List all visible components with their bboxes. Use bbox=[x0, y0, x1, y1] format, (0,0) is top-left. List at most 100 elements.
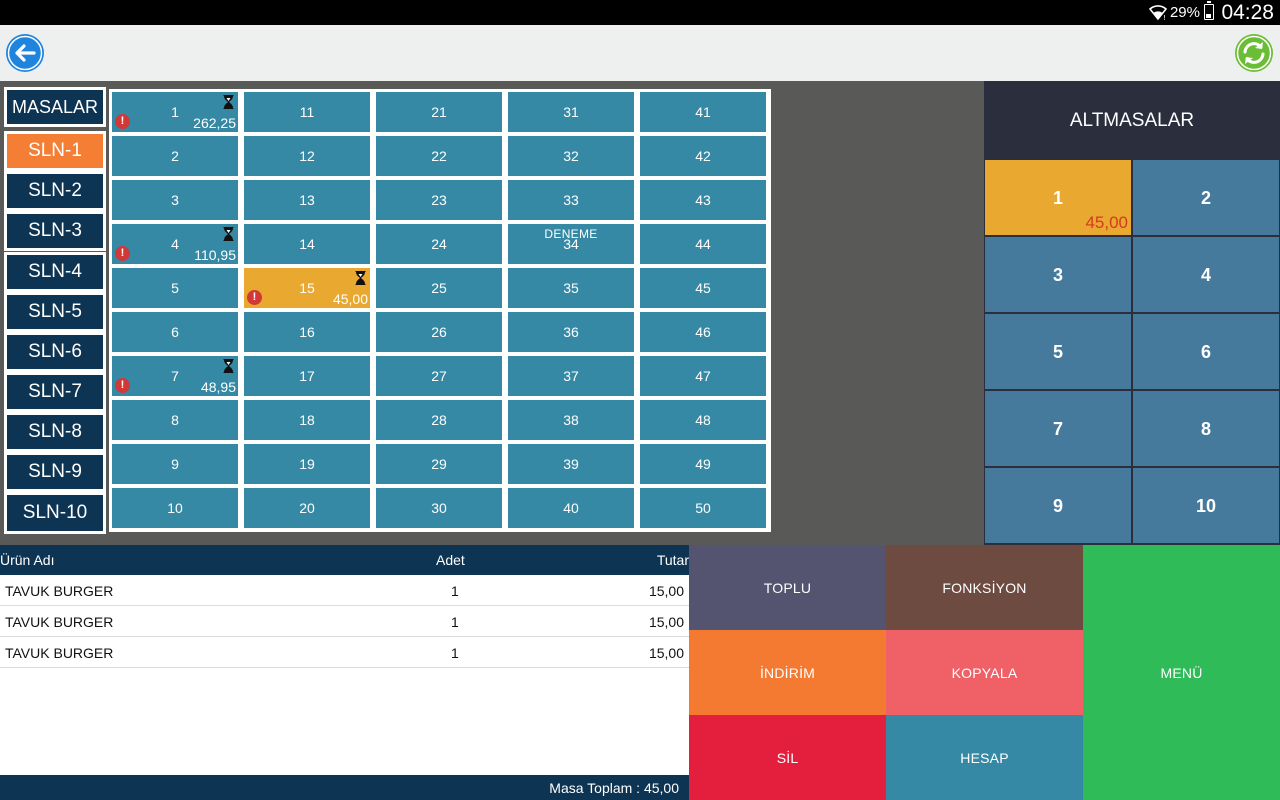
table-30-button[interactable]: 30 bbox=[376, 488, 502, 528]
table-13-button[interactable]: 13 bbox=[244, 180, 370, 220]
table-12-button[interactable]: 12 bbox=[244, 136, 370, 176]
hourglass-icon bbox=[223, 95, 234, 109]
table-number: 20 bbox=[299, 500, 315, 516]
table-47-button[interactable]: 47 bbox=[640, 356, 766, 396]
table-grid: 1! 262,25 2 3 4! 110,95 5 6 7! 48,95 8 9 10 11 12 13 14 1… bbox=[109, 89, 771, 532]
table-number: 17 bbox=[299, 368, 315, 384]
section-sln-1-button[interactable]: SLN-1 bbox=[4, 131, 106, 171]
table-4-button[interactable]: 4! 110,95 bbox=[112, 224, 238, 264]
fonksiyon-button[interactable]: FONKSİYON bbox=[886, 545, 1083, 630]
refresh-icon[interactable] bbox=[1234, 33, 1274, 73]
sil-button[interactable]: SİL bbox=[689, 715, 886, 800]
table-7-button[interactable]: 7! 48,95 bbox=[112, 356, 238, 396]
table-45-button[interactable]: 45 bbox=[640, 268, 766, 308]
sub-table-2-button[interactable]: 2 bbox=[1133, 160, 1279, 235]
table-22-button[interactable]: 22 bbox=[376, 136, 502, 176]
table-14-button[interactable]: 14 bbox=[244, 224, 370, 264]
sub-table-3-button[interactable]: 3 bbox=[985, 237, 1131, 312]
sub-table-10-button[interactable]: 10 bbox=[1133, 468, 1279, 543]
battery-icon bbox=[1204, 1, 1214, 20]
sub-table-5-button[interactable]: 5 bbox=[985, 314, 1131, 389]
toplu-button[interactable]: TOPLU bbox=[689, 545, 886, 630]
hourglass-icon bbox=[223, 227, 234, 241]
table-number: 28 bbox=[431, 412, 447, 428]
sub-table-8-button[interactable]: 8 bbox=[1133, 391, 1279, 466]
menu-button[interactable]: MENÜ bbox=[1083, 545, 1280, 800]
section-sln-8-button[interactable]: SLN-8 bbox=[4, 412, 106, 452]
table-23-button[interactable]: 23 bbox=[376, 180, 502, 220]
table-46-button[interactable]: 46 bbox=[640, 312, 766, 352]
sub-table-1-button[interactable]: 1 45,00 bbox=[985, 160, 1131, 235]
indirim-button[interactable]: İNDİRİM bbox=[689, 630, 886, 715]
table-20-button[interactable]: 20 bbox=[244, 488, 370, 528]
section-sln-9-button[interactable]: SLN-9 bbox=[4, 452, 106, 492]
order-row[interactable]: TAVUK BURGER 1 15,00 bbox=[0, 606, 689, 637]
table-36-button[interactable]: 36 bbox=[508, 312, 634, 352]
table-19-button[interactable]: 19 bbox=[244, 444, 370, 484]
sub-table-9-button[interactable]: 9 bbox=[985, 468, 1131, 543]
table-1-button[interactable]: 1! 262,25 bbox=[112, 92, 238, 132]
svg-text:!: ! bbox=[1163, 14, 1166, 21]
table-43-button[interactable]: 43 bbox=[640, 180, 766, 220]
kopyala-button[interactable]: KOPYALA bbox=[886, 630, 1083, 715]
table-26-button[interactable]: 26 bbox=[376, 312, 502, 352]
table-34-button[interactable]: 34 DENEME bbox=[508, 224, 634, 264]
table-11-button[interactable]: 11 bbox=[244, 92, 370, 132]
table-48-button[interactable]: 48 bbox=[640, 400, 766, 440]
table-15-button[interactable]: 15! 45,00 bbox=[244, 268, 370, 308]
section-sln-6-button[interactable]: SLN-6 bbox=[4, 332, 106, 372]
table-49-button[interactable]: 49 bbox=[640, 444, 766, 484]
table-38-button[interactable]: 38 bbox=[508, 400, 634, 440]
table-35-button[interactable]: 35 bbox=[508, 268, 634, 308]
table-9-button[interactable]: 9 bbox=[112, 444, 238, 484]
table-37-button[interactable]: 37 bbox=[508, 356, 634, 396]
sub-table-6-button[interactable]: 6 bbox=[1133, 314, 1279, 389]
hesap-button[interactable]: HESAP bbox=[886, 715, 1083, 800]
back-arrow-icon[interactable] bbox=[5, 33, 45, 73]
table-32-button[interactable]: 32 bbox=[508, 136, 634, 176]
table-16-button[interactable]: 16 bbox=[244, 312, 370, 352]
alert-icon: ! bbox=[247, 290, 262, 305]
table-number: 34 bbox=[563, 236, 579, 252]
table-2-button[interactable]: 2 bbox=[112, 136, 238, 176]
table-50-button[interactable]: 50 bbox=[640, 488, 766, 528]
table-28-button[interactable]: 28 bbox=[376, 400, 502, 440]
sub-table-number: 10 bbox=[1195, 496, 1217, 516]
table-42-button[interactable]: 42 bbox=[640, 136, 766, 176]
table-39-button[interactable]: 39 bbox=[508, 444, 634, 484]
table-17-button[interactable]: 17 bbox=[244, 356, 370, 396]
order-row[interactable]: TAVUK BURGER 1 15,00 bbox=[0, 575, 689, 606]
table-27-button[interactable]: 27 bbox=[376, 356, 502, 396]
table-25-button[interactable]: 25 bbox=[376, 268, 502, 308]
table-label: DENEME bbox=[544, 227, 598, 241]
order-row[interactable]: TAVUK BURGER 1 15,00 bbox=[0, 637, 689, 668]
section-sln-5-button[interactable]: SLN-5 bbox=[4, 292, 106, 332]
table-33-button[interactable]: 33 bbox=[508, 180, 634, 220]
table-31-button[interactable]: 31 bbox=[508, 92, 634, 132]
table-number: 7 bbox=[171, 368, 179, 384]
table-10-button[interactable]: 10 bbox=[112, 488, 238, 528]
table-6-button[interactable]: 6 bbox=[112, 312, 238, 352]
table-44-button[interactable]: 44 bbox=[640, 224, 766, 264]
product-name: TAVUK BURGER bbox=[5, 645, 114, 661]
section-sln-2-button[interactable]: SLN-2 bbox=[4, 171, 106, 211]
table-40-button[interactable]: 40 bbox=[508, 488, 634, 528]
table-5-button[interactable]: 5 bbox=[112, 268, 238, 308]
section-sln-10-button[interactable]: SLN-10 bbox=[4, 492, 106, 534]
table-29-button[interactable]: 29 bbox=[376, 444, 502, 484]
table-3-button[interactable]: 3 bbox=[112, 180, 238, 220]
table-number: 33 bbox=[563, 192, 579, 208]
section-masalar-button[interactable]: MASALAR bbox=[4, 87, 106, 127]
section-sln-7-button[interactable]: SLN-7 bbox=[4, 372, 106, 412]
table-18-button[interactable]: 18 bbox=[244, 400, 370, 440]
sub-table-4-button[interactable]: 4 bbox=[1133, 237, 1279, 312]
table-8-button[interactable]: 8 bbox=[112, 400, 238, 440]
sub-table-7-button[interactable]: 7 bbox=[985, 391, 1131, 466]
table-21-button[interactable]: 21 bbox=[376, 92, 502, 132]
table-24-button[interactable]: 24 bbox=[376, 224, 502, 264]
section-sln-3-button[interactable]: SLN-3 bbox=[4, 211, 106, 251]
section-sln-4-button[interactable]: SLN-4 bbox=[4, 252, 106, 292]
alert-icon: ! bbox=[115, 246, 130, 261]
header-total: Tutar bbox=[656, 552, 689, 568]
table-41-button[interactable]: 41 bbox=[640, 92, 766, 132]
